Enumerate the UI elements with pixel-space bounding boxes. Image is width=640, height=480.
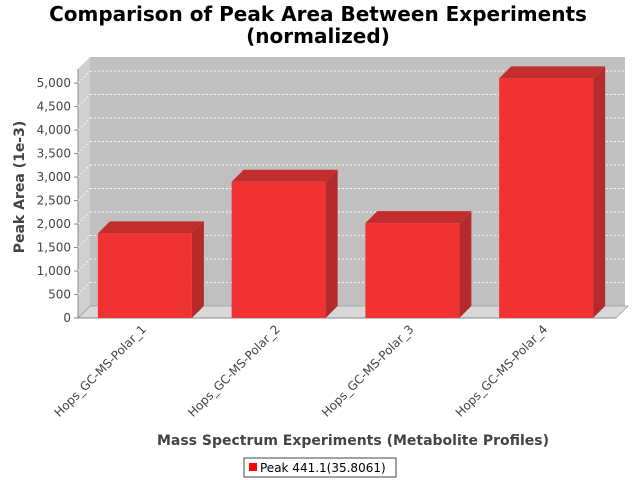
bar-front [97, 233, 192, 318]
bar-top [97, 221, 204, 234]
bar [231, 169, 338, 318]
y-tick-label: 5,000 [37, 76, 71, 90]
x-axis-ticks: Hops_GC-MS-Polar_1 Hops_GC-MS-Polar_2 Hops… [51, 322, 550, 420]
y-tick-label: 3,000 [37, 170, 71, 184]
bar-side [593, 66, 606, 318]
x-tick-label: Hops_GC-MS-Polar_3 [319, 322, 417, 420]
x-tick-label: Hops_GC-MS-Polar_2 [185, 322, 283, 420]
bar-front [231, 181, 326, 318]
y-tick-label: 500 [48, 288, 71, 302]
bar-top [499, 66, 606, 79]
grid-line-diagonal [77, 211, 91, 225]
bar-top [365, 211, 472, 224]
x-axis-label: Mass Spectrum Experiments (Metabolite Pr… [157, 433, 549, 449]
x-tick-label: Hops_GC-MS-Polar_4 [453, 322, 551, 420]
grid-line-diagonal [77, 282, 91, 295]
y-axis-ticks: 0 500 1,000 1,500 2,000 2,500 3,000 3,500 4,000 4… [37, 76, 78, 325]
y-tick-label: 2,000 [37, 217, 71, 231]
grid-line-diagonal [77, 117, 91, 131]
legend: Peak 441.1(35.8061) [243, 457, 397, 478]
bar [365, 211, 472, 318]
plot-left-wall [78, 57, 90, 318]
y-tick-label: 1,000 [37, 264, 71, 278]
bar [499, 66, 606, 318]
x-tick-label: Hops_GC-MS-Polar_1 [51, 322, 149, 420]
y-tick-label: 2,500 [37, 194, 71, 208]
bar-side [459, 211, 472, 318]
chart-subtitle: (normalized) [246, 24, 390, 48]
legend-label: Peak 441.1(35.8061) [260, 461, 386, 475]
chart-title: Comparison of Peak Area Between Experime… [49, 2, 587, 26]
bar-front [365, 223, 460, 318]
grid-line-diagonal [77, 70, 91, 84]
legend-box [243, 457, 397, 478]
grid-line-diagonal [77, 235, 91, 248]
bar-front [499, 78, 594, 318]
bar [97, 221, 204, 318]
grid-line-diagonal [77, 141, 91, 154]
bars [97, 66, 606, 318]
legend-swatch [249, 463, 257, 471]
grid-line-diagonal [77, 94, 91, 107]
bar-side [325, 169, 338, 318]
y-tick-label: 4,500 [37, 100, 71, 114]
grid-line-diagonal [77, 258, 91, 272]
y-tick-label: 4,000 [37, 123, 71, 137]
grid-line-diagonal [77, 164, 91, 178]
grid-line-diagonal [77, 188, 91, 201]
bar-side [191, 221, 204, 318]
y-tick-label: 0 [63, 311, 71, 325]
y-tick-label: 3,500 [37, 147, 71, 161]
y-tick-label: 1,500 [37, 241, 71, 255]
bar-top [231, 169, 338, 182]
y-axis-label: Peak Area (1e-3) [12, 121, 28, 254]
